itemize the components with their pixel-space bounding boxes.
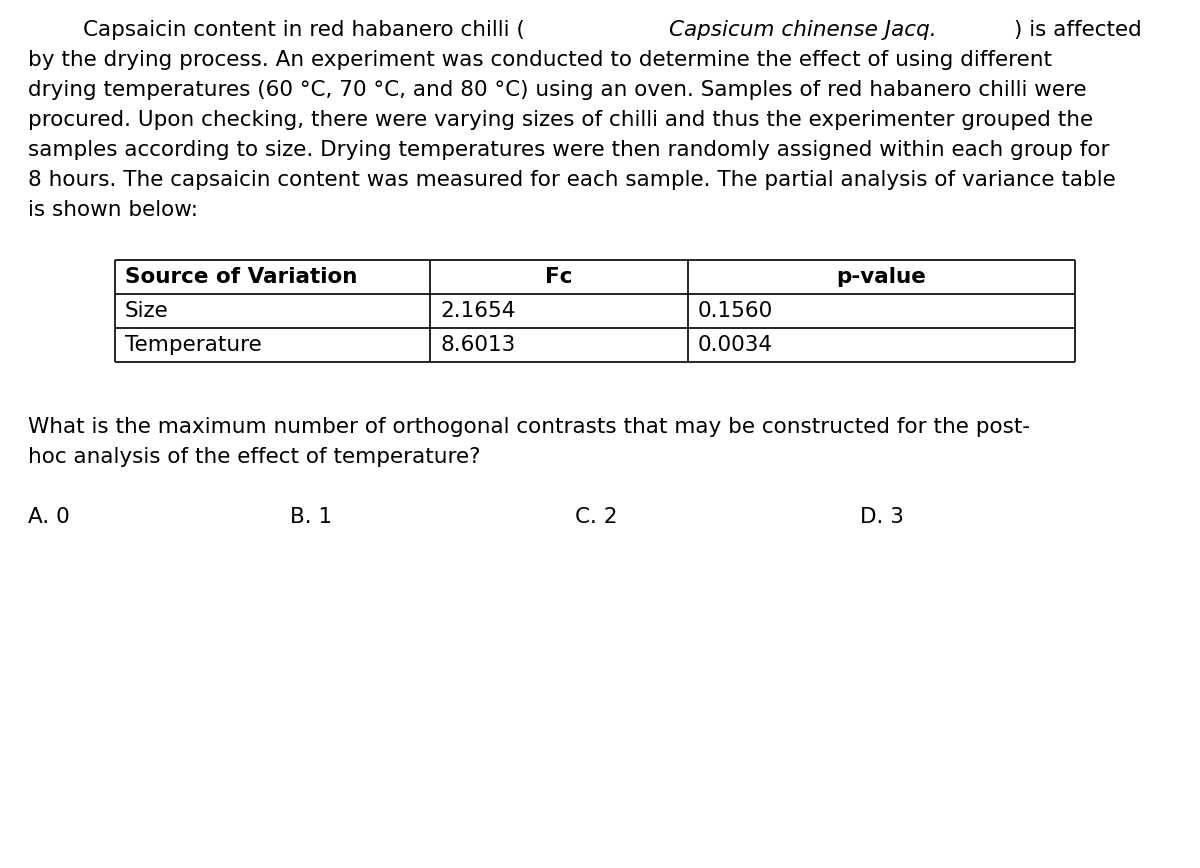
Text: by the drying process. An experiment was conducted to determine the effect of us: by the drying process. An experiment was… [28,50,1052,70]
Text: samples according to size. Drying temperatures were then randomly assigned withi: samples according to size. Drying temper… [28,140,1110,160]
Text: 2.1654: 2.1654 [440,301,516,321]
Text: Fc: Fc [545,267,572,287]
Text: Size: Size [125,301,169,321]
Text: procured. Upon checking, there were varying sizes of chilli and thus the experim: procured. Upon checking, there were vary… [28,110,1093,130]
Text: Temperature: Temperature [125,335,262,355]
Text: ) is affected: ) is affected [1014,20,1142,40]
Text: C. 2: C. 2 [575,507,618,527]
Text: 8.6013: 8.6013 [440,335,515,355]
Text: p-value: p-value [836,267,926,287]
Text: B. 1: B. 1 [290,507,332,527]
Text: What is the maximum number of orthogonal contrasts that may be constructed for t: What is the maximum number of orthogonal… [28,417,1030,437]
Text: is shown below:: is shown below: [28,200,198,220]
Text: Capsaicin content in red habanero chilli (: Capsaicin content in red habanero chilli… [28,20,524,40]
Text: Source of Variation: Source of Variation [125,267,358,287]
Text: D. 3: D. 3 [860,507,904,527]
Text: A. 0: A. 0 [28,507,70,527]
Text: hoc analysis of the effect of temperature?: hoc analysis of the effect of temperatur… [28,447,480,467]
Text: 8 hours. The capsaicin content was measured for each sample. The partial analysi: 8 hours. The capsaicin content was measu… [28,170,1116,190]
Text: Capsicum chinense Jacq.: Capsicum chinense Jacq. [668,20,936,40]
Text: 0.1560: 0.1560 [698,301,773,321]
Text: 0.0034: 0.0034 [698,335,773,355]
Text: drying temperatures (60 °C, 70 °C, and 80 °C) using an oven. Samples of red haba: drying temperatures (60 °C, 70 °C, and 8… [28,80,1087,100]
